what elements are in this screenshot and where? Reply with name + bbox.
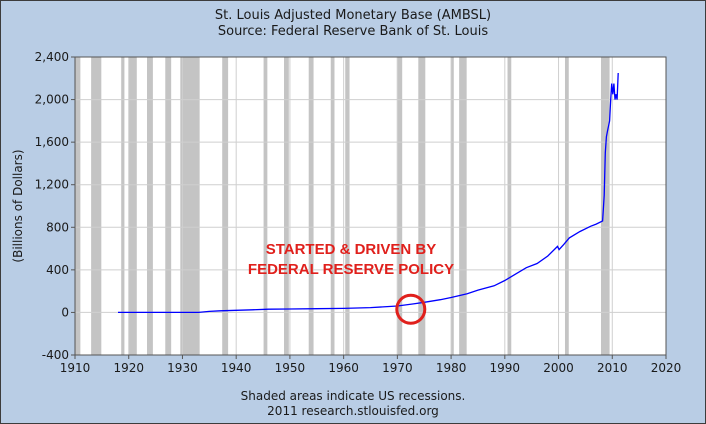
y-tick-label: 2,400 [35,50,69,64]
x-tick-label: 1940 [221,361,252,375]
recession-band [459,57,467,355]
x-tick-label: 1970 [382,361,413,375]
recession-band [396,57,403,355]
x-tick-label: 1950 [275,361,306,375]
recession-band [263,57,268,355]
y-tick-label: 400 [46,263,69,277]
recession-band [146,57,153,355]
x-tick-label: 1930 [167,361,198,375]
annotation-line-1: STARTED & DRIVEN BY [266,241,437,258]
x-tick-label: 2000 [543,361,574,375]
recession-band [418,57,426,355]
recession-note: Shaded areas indicate US recessions. [240,389,466,403]
recession-band [330,57,335,355]
axis-ticks: 1910 1920 1930 1940 1950 1960 1970 1980 1990 2000… [35,50,682,375]
y-tick-label: 1,200 [35,178,69,192]
y-tick-label: 2,000 [35,93,69,107]
x-tick-label: 1960 [328,361,359,375]
y-tick-label: -400 [42,348,69,362]
highlight-circle [395,293,427,325]
y-tick-label: 0 [61,305,69,319]
x-tick-label: 1990 [490,361,521,375]
x-tick-label: 2010 [597,361,628,375]
x-tick-label: 1910 [60,361,91,375]
recession-band [564,57,569,355]
recession-band [345,57,350,355]
x-tick-label: 1920 [113,361,144,375]
recession-band [75,57,81,355]
y-axis-label: (Billions of Dollars) [11,149,25,262]
recession-band [91,57,102,355]
y-tick-label: 1,600 [35,135,69,149]
x-tick-label: 1980 [436,361,467,375]
annotation-line-2: FEDERAL RESERVE POLICY [248,261,454,278]
y-tick-label: 800 [46,220,69,234]
plot-area [75,57,666,355]
recession-band [121,57,125,355]
recession-band [180,57,200,355]
recession-band [600,57,610,355]
recession-band [283,57,289,355]
recession-band [128,57,137,355]
x-tick-label: 2020 [651,361,682,375]
recession-bands [75,57,610,355]
plot-border [74,56,667,356]
recession-band [165,57,172,355]
recession-band [507,57,512,355]
recession-band [308,57,314,355]
chart-subtitle: Source: Federal Reserve Bank of St. Loui… [217,24,489,39]
series-line [118,72,619,314]
source-credit: 2011 research.stlouisfed.org [267,404,439,418]
recession-band [222,57,229,355]
recession-band [451,57,454,355]
chart-title: St. Louis Adjusted Monetary Base (AMBSL) [214,8,492,23]
